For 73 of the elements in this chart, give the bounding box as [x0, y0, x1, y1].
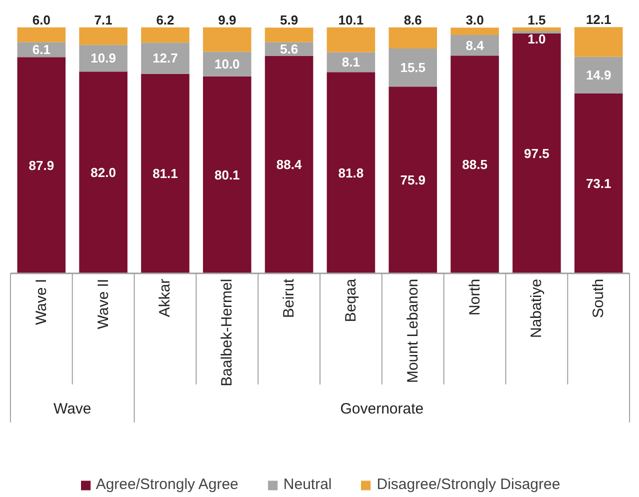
legend-label: Disagree/Strongly Disagree [376, 476, 560, 493]
bar [574, 27, 623, 57]
bar [512, 27, 561, 32]
x-tick-label: Beqaa [342, 278, 360, 322]
bar [326, 27, 376, 52]
bar [17, 57, 66, 274]
bar [202, 76, 252, 274]
bar [450, 28, 499, 35]
bar [79, 44, 128, 72]
bar [17, 27, 66, 42]
data-label: 10.9 [90, 50, 116, 66]
data-label: 1.5 [528, 12, 546, 28]
x-tick-label: Wave I [32, 278, 50, 325]
data-label: 8.6 [404, 12, 422, 28]
bar [326, 72, 376, 274]
bar [388, 48, 438, 87]
bar [264, 28, 314, 42]
data-label: 7.1 [94, 12, 112, 28]
data-label: 15.5 [400, 60, 426, 76]
data-label: 88.4 [276, 157, 302, 172]
bar [202, 27, 252, 52]
data-label: 5.6 [280, 42, 298, 57]
data-label: 8.1 [342, 54, 360, 70]
bar [141, 74, 190, 274]
data-label: 88.5 [462, 157, 488, 172]
legend-label: Agree/Strongly Agree [96, 476, 238, 493]
bar [388, 86, 438, 274]
x-tick-label: Akkar [156, 278, 174, 318]
x-tick-label: North [466, 278, 484, 316]
data-label: 6.2 [156, 12, 174, 28]
data-label: 1.0 [528, 31, 546, 46]
data-label: 12.7 [152, 50, 178, 66]
x-tick-label: Beirut [280, 278, 298, 318]
data-label: 6.0 [32, 12, 50, 28]
bar [326, 52, 376, 72]
bar [450, 35, 499, 56]
data-label: 10.0 [214, 56, 240, 72]
x-tick-label: South [590, 278, 608, 318]
bar [79, 27, 128, 45]
data-label: 6.1 [32, 42, 50, 58]
data-label: 81.8 [338, 165, 364, 180]
data-label: 97.5 [524, 146, 550, 161]
bar [202, 52, 252, 76]
data-label: 3.0 [466, 12, 484, 28]
text: Governorate [340, 400, 424, 418]
text: Wave [53, 400, 92, 418]
x-tick-label: Mount Lebanon [404, 278, 422, 384]
data-label: 87.9 [28, 158, 54, 173]
bar [79, 72, 128, 274]
x-tick-label: Wave II [94, 278, 112, 330]
data-label: 80.1 [214, 167, 240, 182]
data-label: 5.9 [280, 12, 298, 28]
bar [141, 42, 190, 74]
bar [574, 94, 623, 274]
x-tick-label: Nabatiye [528, 278, 546, 338]
bar [264, 56, 314, 274]
data-label: 75.9 [400, 172, 426, 188]
data-label: 73.1 [586, 176, 612, 191]
bar [450, 56, 499, 274]
bar [141, 27, 190, 43]
data-label: 8.4 [466, 38, 485, 53]
data-label: 82.0 [90, 165, 116, 180]
data-label: 12.1 [586, 12, 612, 28]
data-label: 9.9 [218, 12, 236, 28]
data-label: 81.1 [152, 166, 178, 182]
bar [574, 56, 623, 94]
data-label: 14.9 [586, 68, 612, 83]
data-label: 10.1 [338, 12, 364, 28]
bar [388, 27, 438, 49]
bar [512, 34, 561, 274]
x-tick-label: Baalbek-Hermel [218, 278, 236, 386]
bar [512, 31, 561, 34]
legend-label: Neutral [283, 476, 332, 493]
